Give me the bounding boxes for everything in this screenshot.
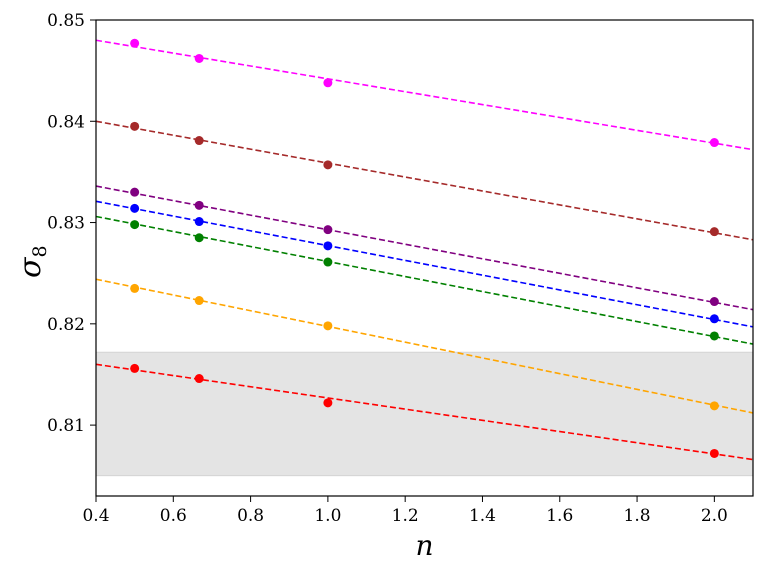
x-tick-label: 0.6 [160, 506, 187, 526]
shaded-band-layer [95, 351, 754, 477]
fit-line-2 [95, 185, 754, 311]
y-ticks-layer: 0.81 0.82 0.83 0.84 0.85 [47, 11, 96, 436]
data-point [130, 187, 140, 197]
data-point [709, 448, 719, 458]
x-tick-label: 1.8 [624, 506, 651, 526]
shaded-band [95, 351, 754, 477]
y-tick-label: 0.81 [47, 416, 85, 436]
data-point [709, 138, 719, 148]
x-tick-label: 0.4 [82, 506, 109, 526]
data-point [130, 203, 140, 213]
fit-line-4 [95, 215, 754, 345]
data-point [130, 38, 140, 48]
data-point [130, 283, 140, 293]
data-point [194, 136, 204, 146]
data-point [323, 160, 333, 170]
x-axis-label: n [415, 529, 433, 562]
data-point [323, 398, 333, 408]
y-axis-label-main: σ [13, 256, 48, 278]
fit-line-1 [95, 120, 754, 241]
x-tick-label: 2.0 [701, 506, 728, 526]
y-tick-label: 0.84 [47, 112, 85, 132]
x-tick-label: 1.2 [392, 506, 419, 526]
plot-frame [95, 19, 754, 497]
data-point [323, 225, 333, 235]
data-point [323, 78, 333, 88]
data-point [194, 217, 204, 227]
fit-line-5 [95, 278, 754, 414]
data-point [709, 401, 719, 411]
data-point [130, 121, 140, 131]
y-axis-label: σ8 [13, 245, 51, 278]
data-point [194, 200, 204, 210]
data-point [323, 321, 333, 331]
data-point [194, 53, 204, 63]
y-axis-label-subscript: 8 [29, 245, 51, 257]
data-point [709, 331, 719, 341]
data-point [709, 314, 719, 324]
fit-line-6 [95, 363, 754, 461]
y-tick-label: 0.85 [47, 11, 85, 31]
data-point [709, 297, 719, 307]
fit-line-3 [95, 200, 754, 328]
y-tick-label: 0.83 [47, 214, 85, 234]
x-tick-label: 0.8 [237, 506, 264, 526]
data-point [194, 233, 204, 243]
data-point [323, 257, 333, 267]
x-tick-label: 1.6 [546, 506, 573, 526]
data-points-layer [130, 38, 719, 458]
x-tick-label: 1.0 [314, 506, 341, 526]
y-tick-label: 0.82 [47, 315, 85, 335]
x-tick-label: 1.4 [469, 506, 496, 526]
data-point [194, 296, 204, 306]
data-point [709, 227, 719, 237]
data-point [130, 363, 140, 373]
data-point [194, 374, 204, 384]
fit-lines-layer [95, 39, 754, 461]
x-ticks-layer: 0.4 0.6 0.8 1.0 1.2 1.4 1.6 1.8 2.0 [82, 496, 728, 526]
data-point [323, 241, 333, 251]
data-point [130, 220, 140, 230]
fit-line-0 [95, 39, 754, 151]
